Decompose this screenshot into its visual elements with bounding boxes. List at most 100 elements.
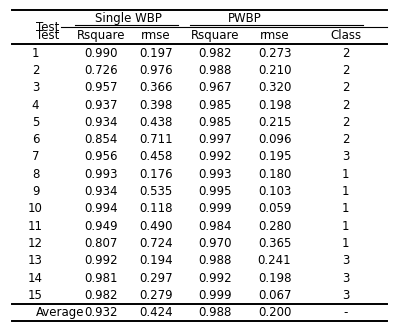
Text: 10: 10: [28, 202, 43, 215]
Text: rmse: rmse: [141, 29, 171, 42]
Text: 0.957: 0.957: [84, 81, 117, 94]
Text: Test: Test: [36, 21, 59, 34]
Text: 2: 2: [342, 64, 349, 77]
Text: 0.458: 0.458: [139, 151, 173, 163]
Text: 0.967: 0.967: [198, 81, 232, 94]
Text: 0.988: 0.988: [199, 306, 232, 319]
Text: 12: 12: [28, 237, 43, 250]
Text: 0.985: 0.985: [199, 116, 232, 129]
Text: 2: 2: [342, 81, 349, 94]
Text: 15: 15: [28, 289, 43, 302]
Text: 3: 3: [342, 151, 349, 163]
Text: 0.273: 0.273: [258, 47, 291, 60]
Text: 0.993: 0.993: [199, 168, 232, 181]
Text: 0.103: 0.103: [258, 185, 291, 198]
Text: 1: 1: [32, 47, 39, 60]
Text: 0.194: 0.194: [139, 254, 173, 267]
Text: Single WBP: Single WBP: [95, 12, 162, 25]
Text: 6: 6: [32, 133, 39, 146]
Text: 2: 2: [342, 98, 349, 112]
Text: 0.280: 0.280: [258, 220, 291, 233]
Text: 0.999: 0.999: [198, 202, 232, 215]
Text: 0.424: 0.424: [139, 306, 173, 319]
Text: 0.990: 0.990: [84, 47, 117, 60]
Text: 3: 3: [342, 254, 349, 267]
Text: 0.994: 0.994: [84, 202, 118, 215]
Text: 0.490: 0.490: [139, 220, 173, 233]
Text: 0.279: 0.279: [139, 289, 173, 302]
Text: 0.118: 0.118: [139, 202, 173, 215]
Text: rmse: rmse: [260, 29, 289, 42]
Text: 3: 3: [342, 289, 349, 302]
Text: 0.992: 0.992: [198, 272, 232, 285]
Text: 0.993: 0.993: [84, 168, 117, 181]
Text: PWBP: PWBP: [228, 12, 262, 25]
Text: 0.438: 0.438: [139, 116, 173, 129]
Text: 2: 2: [342, 116, 349, 129]
Text: 0.999: 0.999: [198, 289, 232, 302]
Text: Rsquare: Rsquare: [191, 29, 239, 42]
Text: 0.535: 0.535: [139, 185, 173, 198]
Text: Rsquare: Rsquare: [77, 29, 125, 42]
Text: 0.995: 0.995: [199, 185, 232, 198]
Text: Average: Average: [36, 306, 84, 319]
Text: 0.320: 0.320: [258, 81, 291, 94]
Text: 0.934: 0.934: [84, 185, 117, 198]
Text: 0.365: 0.365: [258, 237, 291, 250]
Text: 1: 1: [342, 220, 349, 233]
Text: Test: Test: [36, 29, 59, 42]
Text: Class: Class: [330, 29, 361, 42]
Text: 1: 1: [342, 185, 349, 198]
Text: 0.949: 0.949: [84, 220, 118, 233]
Text: 13: 13: [28, 254, 43, 267]
Text: 0.970: 0.970: [199, 237, 232, 250]
Text: 0.982: 0.982: [199, 47, 232, 60]
Text: 0.937: 0.937: [84, 98, 117, 112]
Text: 0.981: 0.981: [84, 272, 117, 285]
Text: 0.198: 0.198: [258, 98, 291, 112]
Text: 2: 2: [342, 133, 349, 146]
Text: 0.932: 0.932: [84, 306, 117, 319]
Text: 0.215: 0.215: [258, 116, 291, 129]
Text: 1: 1: [342, 168, 349, 181]
Text: 0.807: 0.807: [84, 237, 117, 250]
Text: 8: 8: [32, 168, 39, 181]
Text: 0.984: 0.984: [199, 220, 232, 233]
Text: 0.210: 0.210: [258, 64, 291, 77]
Text: -: -: [343, 306, 348, 319]
Text: 0.241: 0.241: [258, 254, 292, 267]
Text: 0.398: 0.398: [139, 98, 173, 112]
Text: 9: 9: [32, 185, 39, 198]
Text: 0.176: 0.176: [139, 168, 173, 181]
Text: 7: 7: [32, 151, 39, 163]
Text: 0.988: 0.988: [199, 64, 232, 77]
Text: 0.726: 0.726: [84, 64, 118, 77]
Text: 0.096: 0.096: [258, 133, 291, 146]
Text: 0.982: 0.982: [84, 289, 117, 302]
Text: 0.988: 0.988: [199, 254, 232, 267]
Text: 0.854: 0.854: [84, 133, 117, 146]
Text: 0.366: 0.366: [139, 81, 173, 94]
Text: 0.198: 0.198: [258, 272, 291, 285]
Text: 0.059: 0.059: [258, 202, 291, 215]
Text: 0.711: 0.711: [139, 133, 173, 146]
Text: 0.180: 0.180: [258, 168, 291, 181]
Text: 3: 3: [342, 272, 349, 285]
Text: 0.956: 0.956: [84, 151, 117, 163]
Text: 0.934: 0.934: [84, 116, 117, 129]
Text: 1: 1: [342, 237, 349, 250]
Text: 0.197: 0.197: [139, 47, 173, 60]
Text: 0.067: 0.067: [258, 289, 291, 302]
Text: 5: 5: [32, 116, 39, 129]
Text: 4: 4: [32, 98, 39, 112]
Text: 0.985: 0.985: [199, 98, 232, 112]
Text: 0.992: 0.992: [198, 151, 232, 163]
Text: 0.992: 0.992: [84, 254, 118, 267]
Text: 1: 1: [342, 202, 349, 215]
Text: 0.195: 0.195: [258, 151, 291, 163]
Text: 0.200: 0.200: [258, 306, 291, 319]
Text: 3: 3: [32, 81, 39, 94]
Text: 0.724: 0.724: [139, 237, 173, 250]
Text: 0.297: 0.297: [139, 272, 173, 285]
Text: 2: 2: [342, 47, 349, 60]
